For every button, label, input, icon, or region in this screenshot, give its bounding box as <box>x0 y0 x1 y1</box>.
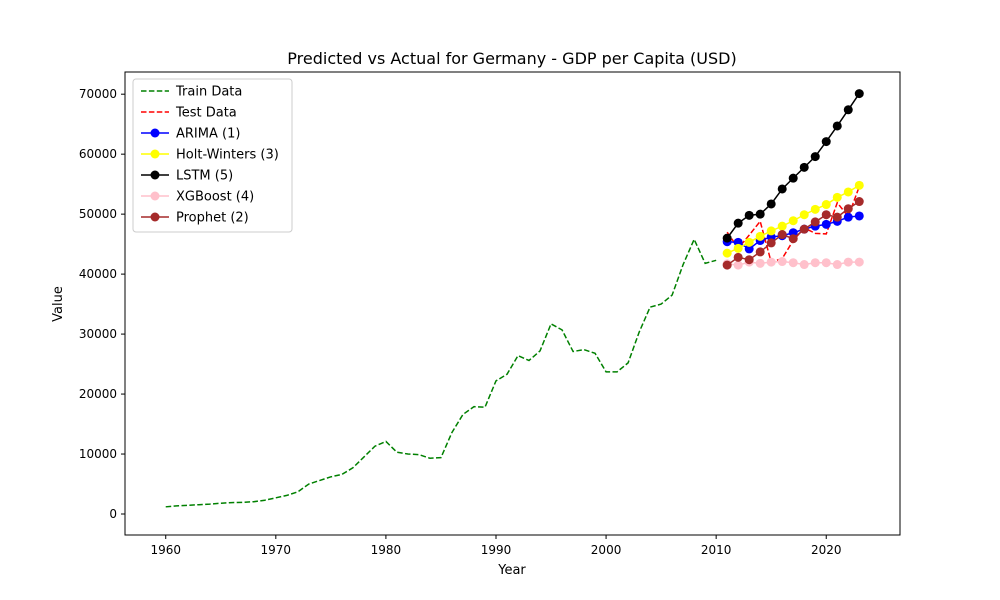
plot-frame <box>124 71 901 536</box>
data-point-arima-1 <box>744 244 754 254</box>
data-point-lstm-5 <box>832 121 842 131</box>
legend: Train Data Test Data ARIMA (1) Holt-Winters… <box>132 78 293 233</box>
legend-label: LSTM (5) <box>176 169 233 184</box>
data-point-holt-winters-3 <box>832 192 842 202</box>
data-point-prophet-2 <box>810 217 820 227</box>
data-point-holt-winters-3 <box>777 221 787 231</box>
data-point-holt-winters-3 <box>722 248 732 258</box>
data-point-holt-winters-3 <box>854 180 864 190</box>
y-tick-label: 30000 <box>79 327 117 341</box>
data-point-prophet-2 <box>766 238 776 248</box>
x-tick-label: 1970 <box>261 543 292 557</box>
x-tick-label: 2000 <box>591 543 622 557</box>
data-point-lstm-5 <box>755 209 765 219</box>
data-point-xgboost-4 <box>755 258 765 268</box>
legend-label: XGBoost (4) <box>176 190 254 205</box>
data-point-xgboost-4 <box>810 258 820 268</box>
data-point-lstm-5 <box>843 105 853 115</box>
data-point-xgboost-4 <box>799 260 809 270</box>
legend-label: Train Data <box>175 85 242 100</box>
data-point-prophet-2 <box>777 230 787 240</box>
data-point-holt-winters-3 <box>810 204 820 214</box>
legend-label: ARIMA (1) <box>176 127 240 142</box>
y-tick-label: 0 <box>109 507 117 521</box>
data-point-holt-winters-3 <box>799 210 809 220</box>
legend-marker <box>150 170 160 180</box>
data-point-prophet-2 <box>843 204 853 214</box>
data-point-lstm-5 <box>788 173 798 183</box>
legend-box <box>132 78 293 233</box>
data-point-lstm-5 <box>777 184 787 194</box>
data-point-prophet-2 <box>755 247 765 257</box>
data-point-lstm-5 <box>799 162 809 172</box>
chart-title: Predicted vs Actual for Germany - GDP pe… <box>287 49 736 68</box>
data-point-xgboost-4 <box>777 257 787 267</box>
data-point-lstm-5 <box>744 210 754 220</box>
data-point-xgboost-4 <box>854 257 864 267</box>
data-point-holt-winters-3 <box>755 231 765 241</box>
data-point-xgboost-4 <box>733 260 743 270</box>
x-axis-label: Year <box>497 563 526 578</box>
x-tick-label: 1990 <box>481 543 512 557</box>
data-point-holt-winters-3 <box>766 226 776 236</box>
y-tick-label: 20000 <box>79 387 117 401</box>
data-point-lstm-5 <box>854 89 864 99</box>
data-point-xgboost-4 <box>821 258 831 268</box>
data-point-prophet-2 <box>854 197 864 207</box>
data-point-lstm-5 <box>722 233 732 243</box>
data-point-prophet-2 <box>733 252 743 262</box>
data-point-xgboost-4 <box>788 258 798 268</box>
legend-label: Test Data <box>175 106 237 121</box>
data-point-xgboost-4 <box>766 257 776 267</box>
legend-marker <box>150 191 160 201</box>
legend-label: Holt-Winters (3) <box>176 148 279 163</box>
data-point-prophet-2 <box>799 224 809 234</box>
data-point-prophet-2 <box>832 212 842 222</box>
x-tick-label: 1960 <box>150 543 181 557</box>
axes: 1960 1970 1980 1990 2000 2010 2020 0 10000 20000 3… <box>79 87 842 557</box>
data-point-prophet-2 <box>744 255 754 265</box>
data-point-arima-1 <box>821 219 831 229</box>
data-point-holt-winters-3 <box>733 243 743 253</box>
data-point-lstm-5 <box>766 199 776 209</box>
x-tick-label: 2020 <box>811 543 842 557</box>
data-point-holt-winters-3 <box>788 216 798 226</box>
y-tick-label: 60000 <box>79 147 117 161</box>
y-tick-label: 40000 <box>79 267 117 281</box>
data-point-holt-winters-3 <box>744 237 754 247</box>
data-point-xgboost-4 <box>843 257 853 267</box>
data-point-prophet-2 <box>722 260 732 270</box>
y-tick-label: 70000 <box>79 87 117 101</box>
data-point-arima-1 <box>854 211 864 221</box>
data-point-prophet-2 <box>821 210 831 220</box>
plot-area <box>165 89 864 508</box>
data-point-arima-1 <box>843 212 853 222</box>
series-line-train-data <box>165 237 717 508</box>
legend-label: Prophet (2) <box>176 211 249 226</box>
data-point-holt-winters-3 <box>821 200 831 210</box>
legend-marker <box>150 212 160 222</box>
data-point-lstm-5 <box>821 137 831 147</box>
legend-marker <box>150 149 160 159</box>
legend-marker <box>150 128 160 138</box>
data-point-holt-winters-3 <box>843 187 853 197</box>
data-point-prophet-2 <box>788 234 798 244</box>
data-point-xgboost-4 <box>832 260 842 270</box>
y-axis-label: Value <box>51 286 66 322</box>
y-tick-label: 50000 <box>79 207 117 221</box>
x-tick-label: 2010 <box>701 543 732 557</box>
x-tick-label: 1980 <box>371 543 402 557</box>
data-point-lstm-5 <box>810 152 820 162</box>
data-point-lstm-5 <box>733 218 743 228</box>
y-tick-label: 10000 <box>79 447 117 461</box>
